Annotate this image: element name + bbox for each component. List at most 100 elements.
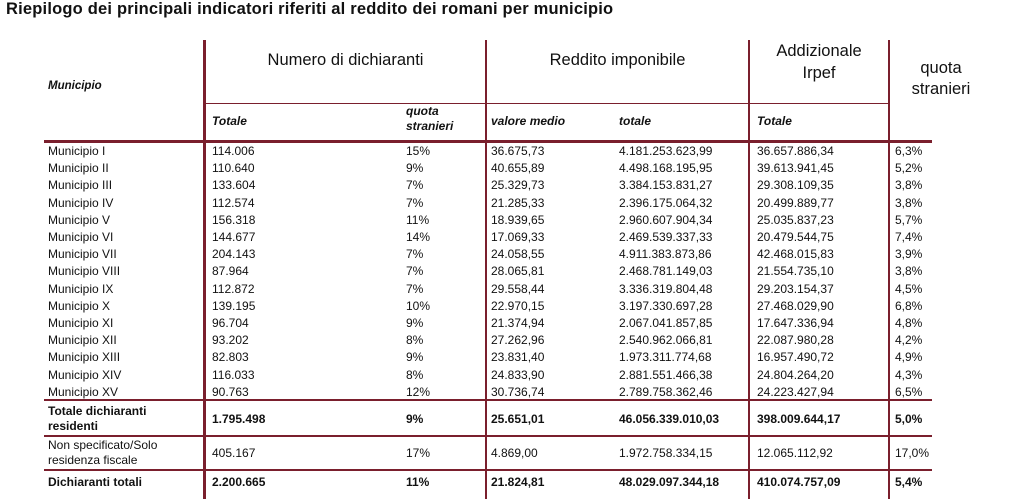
reddito-totale: 2.789.758.362,46 [619,384,713,399]
addizionale-totale: 29.308.109,35 [757,178,834,193]
reddito-valore-medio: 23.831,40 [491,350,545,365]
addizionale-totale: 27.468.029,90 [757,298,834,313]
header-quota-stranieri-line2: stranieri [911,80,971,98]
header-addizionale-line2: Irpef [802,64,836,82]
dichiaranti-totale: 133.604 [212,178,256,193]
dichiaranti-totale: 96.704 [212,316,249,330]
column-rule [888,40,890,499]
totale-residenti-addizionale: 398.009.644,17 [757,412,841,426]
addizionale-totale: 36.657.886,34 [757,144,834,158]
reddito-totale: 4.911.383.873,86 [619,247,712,262]
quota-stranieri: 4,2% [895,333,923,348]
addizionale-totale: 16.957.490,72 [757,350,834,365]
totale-residenti-quota: 9% [406,412,424,426]
municipio-name: Municipio XIV [48,367,122,382]
reddito-totale: 2.396.175.064,32 [619,195,713,210]
municipio-name: Municipio I [48,144,106,158]
dichiaranti-totale: 112.574 [212,195,255,210]
column-rule [485,40,487,499]
municipio-name: Municipio II [48,161,109,176]
dichiaranti-totali-reddito: 48.029.097.344,18 [619,475,720,489]
dichiaranti-totale: 112.872 [212,281,255,296]
subheader-totale: Totale [212,114,247,128]
totale-residenti-valore-medio: 25.651,01 [491,412,545,426]
reddito-totale: 2.067.041.857,85 [619,316,713,330]
quota-stranieri: 6,5% [895,384,923,399]
reddito-valore-medio: 21.374,94 [491,316,545,330]
dichiaranti-totale: 93.202 [212,333,249,348]
quota-stranieri: 6,3% [895,144,923,158]
dichiaranti-totali-quota: 11% [406,475,430,489]
reddito-totale: 3.336.319.804,48 [619,281,713,296]
quota-stranieri: 3,9% [895,247,923,262]
municipio-name: Municipio XII [48,333,117,348]
non-specificato-quota-stranieri: 17,0% [895,446,930,460]
non-specificato-label-line2: residenza fiscale [48,453,138,467]
reddito-totale: 4.181.253.623,99 [619,144,713,158]
dichiaranti-quota: 7% [406,281,424,296]
dichiaranti-totali-valore-medio: 21.824,81 [491,475,545,489]
municipio-name: Municipio X [48,298,111,313]
dichiaranti-quota: 11% [406,212,430,227]
header-municipio: Municipio [48,80,102,92]
subheader-totale-addizionale: Totale [757,114,792,128]
dichiaranti-totale: 204.143 [212,247,256,262]
quota-stranieri: 6,8% [895,298,923,313]
municipio-name: Municipio VII [48,247,117,262]
municipio-name: Municipio XI [48,316,114,330]
dichiaranti-totale: 156.318 [212,212,256,227]
addizionale-totale: 24.804.264,20 [757,367,834,382]
reddito-valore-medio: 29.558,44 [491,281,545,296]
quota-stranieri: 3,8% [895,264,923,279]
non-specificato-addizionale: 12.065.112,92 [757,446,833,460]
totale-residenti-reddito: 46.056.339.010,03 [619,412,720,426]
dichiaranti-totali-dichiaranti: 2.200.665 [212,475,266,489]
dichiaranti-totale: 82.803 [212,350,249,365]
dichiaranti-totale: 144.677 [212,230,256,244]
reddito-valore-medio: 21.285,33 [491,195,545,210]
dichiaranti-quota: 9% [406,350,424,365]
header-reddito-imponibile: Reddito imponibile [549,51,686,69]
reddito-valore-medio: 28.065,81 [491,264,545,279]
dichiaranti-totale: 116.033 [212,367,255,382]
municipio-name: Municipio VIII [48,264,121,279]
reddito-valore-medio: 24.833,90 [491,367,545,382]
municipio-name: Municipio III [48,178,113,193]
dichiaranti-quota: 8% [406,367,424,382]
dichiaranti-quota: 15% [406,144,431,158]
reddito-valore-medio: 30.736,74 [491,384,545,399]
reddito-totale: 3.197.330.697,28 [619,298,713,313]
totals-rule [44,469,932,471]
reddito-valore-medio: 27.262,96 [491,333,545,348]
non-specificato-label-line1: Non specificato/Solo [48,438,158,452]
totale-residenti-label-line1: Totale dichiaranti [48,404,147,418]
reddito-valore-medio: 36.675,73 [491,144,545,158]
quota-stranieri: 5,2% [895,161,923,176]
reddito-totale: 3.384.153.831,27 [619,178,713,193]
dichiaranti-quota: 7% [406,178,424,193]
quota-stranieri: 3,8% [895,178,923,193]
dichiaranti-quota: 14% [406,230,431,244]
dichiaranti-totale: 114.006 [212,144,255,158]
dichiaranti-totale: 139.195 [212,298,256,313]
addizionale-totale: 17.647.336,94 [757,316,834,330]
quota-stranieri: 4,5% [895,281,923,296]
subheader-totale-reddito: totale [619,114,652,128]
dichiaranti-totali-label: Dichiaranti totali [48,475,143,489]
addizionale-totale: 24.223.427,94 [757,384,834,399]
dichiaranti-quota: 10% [406,298,431,313]
reddito-totale: 1.973.311.774,68 [619,350,712,365]
reddito-totale: 2.468.781.149,03 [619,264,713,279]
dichiaranti-totali-quota-stranieri: 5,4% [895,475,923,489]
reddito-totale: 2.469.539.337,33 [619,230,713,244]
reddito-totale: 4.498.168.195,95 [619,161,713,176]
addizionale-totale: 29.203.154,37 [757,281,834,296]
column-rule [203,40,206,499]
quota-stranieri: 3,8% [895,195,923,210]
reddito-valore-medio: 40.655,89 [491,161,545,176]
totals-rule [44,435,932,437]
addizionale-totale: 21.554.735,10 [757,264,834,279]
municipio-name: Municipio XIII [48,350,121,365]
reddito-valore-medio: 17.069,33 [491,230,545,244]
dichiaranti-quota: 12% [406,384,431,399]
